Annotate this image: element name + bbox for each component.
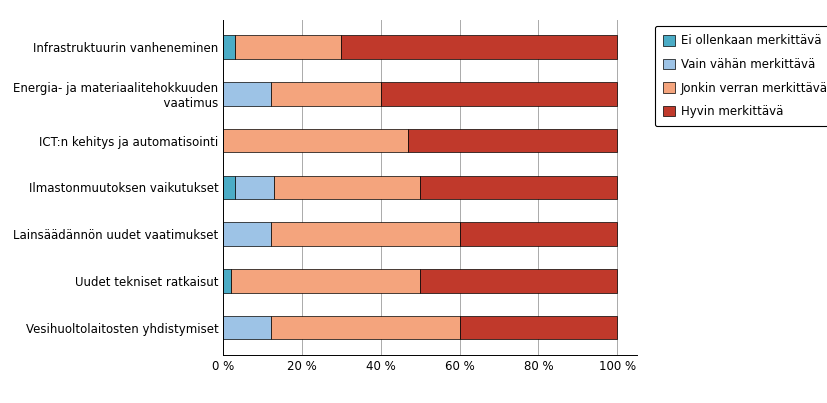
Bar (420, 176, 617, 199)
Bar (223, 35, 235, 59)
Bar (275, 176, 420, 199)
Bar (342, 35, 617, 59)
Legend: Ei ollenkaan merkittävä, Vain vähän merkittävä, Jonkin verran merkittävä, Hyvin : Ei ollenkaan merkittävä, Vain vähän merk… (655, 26, 827, 127)
Bar (460, 316, 617, 339)
Bar (223, 129, 409, 152)
Bar (270, 316, 460, 339)
Bar (223, 176, 235, 199)
Bar (232, 269, 420, 293)
Bar (270, 222, 460, 246)
Bar (223, 269, 232, 293)
Bar (223, 82, 270, 106)
Bar (420, 269, 617, 293)
Bar (235, 35, 342, 59)
Bar (409, 129, 617, 152)
Bar (270, 82, 380, 106)
Bar (223, 316, 270, 339)
Bar (460, 222, 617, 246)
Bar (380, 82, 617, 106)
Bar (223, 222, 270, 246)
Bar (235, 176, 275, 199)
